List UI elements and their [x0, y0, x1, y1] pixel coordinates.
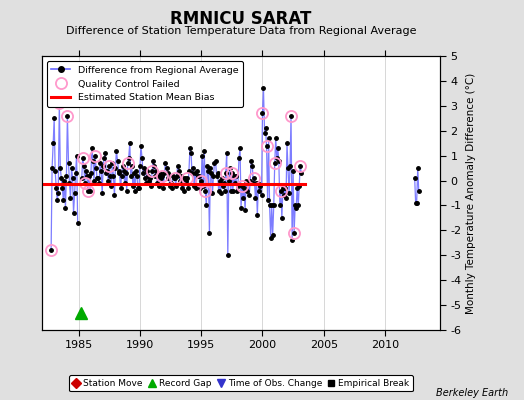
Y-axis label: Monthly Temperature Anomaly Difference (°C): Monthly Temperature Anomaly Difference (… [466, 72, 476, 314]
Legend: Difference from Regional Average, Quality Control Failed, Estimated Station Mean: Difference from Regional Average, Qualit… [47, 61, 243, 107]
Text: RMNICU SARAT: RMNICU SARAT [170, 10, 312, 28]
Text: Berkeley Earth: Berkeley Earth [436, 388, 508, 398]
Legend: Station Move, Record Gap, Time of Obs. Change, Empirical Break: Station Move, Record Gap, Time of Obs. C… [69, 375, 413, 392]
Text: Difference of Station Temperature Data from Regional Average: Difference of Station Temperature Data f… [66, 26, 416, 36]
